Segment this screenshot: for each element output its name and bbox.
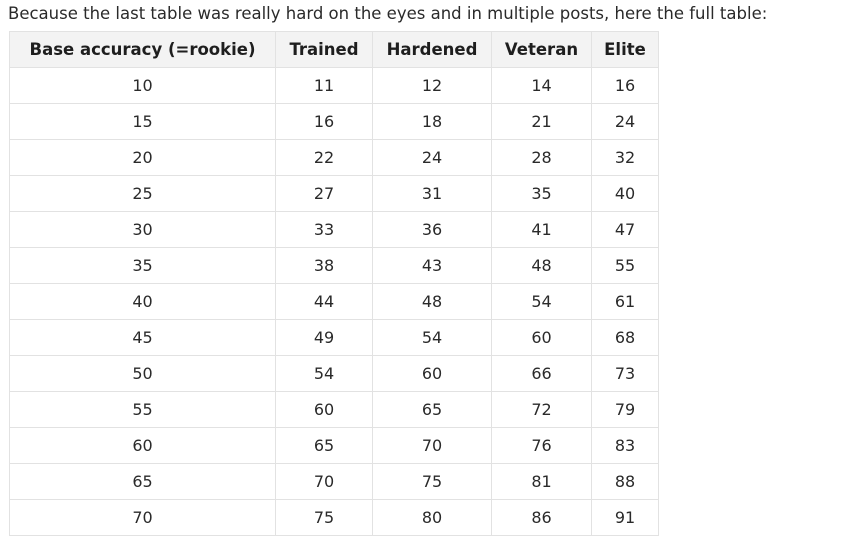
- cell-trained: 33: [275, 211, 373, 248]
- cell-veteran: 81: [491, 463, 592, 500]
- cell-hardened: 24: [372, 139, 492, 176]
- cell-elite: 40: [591, 175, 659, 212]
- table-body: 10 11 12 14 16 15 16 18 21 24 20 22 24 28 32 25 27 31 35 40…: [9, 67, 659, 536]
- accuracy-table: Base accuracy (=rookie) Trained Hardened…: [9, 31, 659, 536]
- cell-veteran: 35: [491, 175, 592, 212]
- cell-trained: 44: [275, 283, 373, 320]
- table-row: 35 38 43 48 55: [9, 247, 659, 284]
- cell-elite: 73: [591, 355, 659, 392]
- header-veteran: Veteran: [491, 31, 592, 68]
- cell-elite: 55: [591, 247, 659, 284]
- cell-veteran: 76: [491, 427, 592, 464]
- cell-elite: 16: [591, 67, 659, 104]
- cell-hardened: 70: [372, 427, 492, 464]
- cell-trained: 38: [275, 247, 373, 284]
- cell-veteran: 14: [491, 67, 592, 104]
- cell-base-accuracy: 15: [9, 103, 276, 140]
- cell-base-accuracy: 20: [9, 139, 276, 176]
- cell-trained: 54: [275, 355, 373, 392]
- cell-veteran: 28: [491, 139, 592, 176]
- cell-trained: 65: [275, 427, 373, 464]
- table-row: 50 54 60 66 73: [9, 355, 659, 392]
- cell-elite: 47: [591, 211, 659, 248]
- cell-base-accuracy: 45: [9, 319, 276, 356]
- cell-trained: 49: [275, 319, 373, 356]
- cell-hardened: 54: [372, 319, 492, 356]
- table-row: 40 44 48 54 61: [9, 283, 659, 320]
- cell-elite: 83: [591, 427, 659, 464]
- cell-veteran: 86: [491, 499, 592, 536]
- cell-elite: 61: [591, 283, 659, 320]
- cell-veteran: 41: [491, 211, 592, 248]
- cell-base-accuracy: 70: [9, 499, 276, 536]
- cell-elite: 91: [591, 499, 659, 536]
- cell-elite: 24: [591, 103, 659, 140]
- cell-trained: 22: [275, 139, 373, 176]
- cell-base-accuracy: 35: [9, 247, 276, 284]
- cell-hardened: 80: [372, 499, 492, 536]
- cell-veteran: 48: [491, 247, 592, 284]
- header-elite: Elite: [591, 31, 659, 68]
- cell-hardened: 43: [372, 247, 492, 284]
- cell-hardened: 75: [372, 463, 492, 500]
- intro-text: Because the last table was really hard o…: [8, 4, 768, 23]
- cell-base-accuracy: 30: [9, 211, 276, 248]
- cell-veteran: 60: [491, 319, 592, 356]
- table-row: 45 49 54 60 68: [9, 319, 659, 356]
- cell-base-accuracy: 55: [9, 391, 276, 428]
- table-row: 20 22 24 28 32: [9, 139, 659, 176]
- cell-trained: 75: [275, 499, 373, 536]
- cell-hardened: 18: [372, 103, 492, 140]
- cell-hardened: 31: [372, 175, 492, 212]
- cell-elite: 88: [591, 463, 659, 500]
- header-hardened: Hardened: [372, 31, 492, 68]
- cell-veteran: 54: [491, 283, 592, 320]
- table-header-row: Base accuracy (=rookie) Trained Hardened…: [9, 31, 659, 68]
- cell-trained: 70: [275, 463, 373, 500]
- cell-trained: 16: [275, 103, 373, 140]
- cell-base-accuracy: 50: [9, 355, 276, 392]
- cell-veteran: 21: [491, 103, 592, 140]
- cell-elite: 32: [591, 139, 659, 176]
- cell-trained: 27: [275, 175, 373, 212]
- cell-base-accuracy: 25: [9, 175, 276, 212]
- cell-base-accuracy: 40: [9, 283, 276, 320]
- cell-veteran: 72: [491, 391, 592, 428]
- cell-base-accuracy: 10: [9, 67, 276, 104]
- table-row: 60 65 70 76 83: [9, 427, 659, 464]
- cell-hardened: 65: [372, 391, 492, 428]
- header-trained: Trained: [275, 31, 373, 68]
- table-row: 65 70 75 81 88: [9, 463, 659, 500]
- cell-trained: 11: [275, 67, 373, 104]
- cell-trained: 60: [275, 391, 373, 428]
- cell-hardened: 48: [372, 283, 492, 320]
- header-base-accuracy: Base accuracy (=rookie): [9, 31, 276, 68]
- table-row: 55 60 65 72 79: [9, 391, 659, 428]
- table-row: 70 75 80 86 91: [9, 499, 659, 536]
- cell-elite: 79: [591, 391, 659, 428]
- table-row: 10 11 12 14 16: [9, 67, 659, 104]
- table-row: 15 16 18 21 24: [9, 103, 659, 140]
- cell-base-accuracy: 60: [9, 427, 276, 464]
- cell-elite: 68: [591, 319, 659, 356]
- table-row: 25 27 31 35 40: [9, 175, 659, 212]
- cell-hardened: 60: [372, 355, 492, 392]
- cell-base-accuracy: 65: [9, 463, 276, 500]
- cell-veteran: 66: [491, 355, 592, 392]
- table-row: 30 33 36 41 47: [9, 211, 659, 248]
- cell-hardened: 12: [372, 67, 492, 104]
- cell-hardened: 36: [372, 211, 492, 248]
